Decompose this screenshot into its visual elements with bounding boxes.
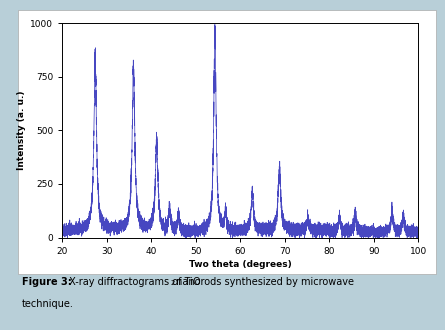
Text: Figure 3:: Figure 3: [22, 277, 72, 287]
X-axis label: Two theta (degrees): Two theta (degrees) [189, 260, 291, 269]
Text: X-ray diffractograms of TiO: X-ray diffractograms of TiO [66, 277, 201, 287]
Y-axis label: Intensity (a. u.): Intensity (a. u.) [17, 91, 26, 170]
Text: technique.: technique. [22, 299, 74, 309]
Text: 2: 2 [170, 280, 175, 286]
Text: nanorods synthesized by microwave: nanorods synthesized by microwave [173, 277, 354, 287]
